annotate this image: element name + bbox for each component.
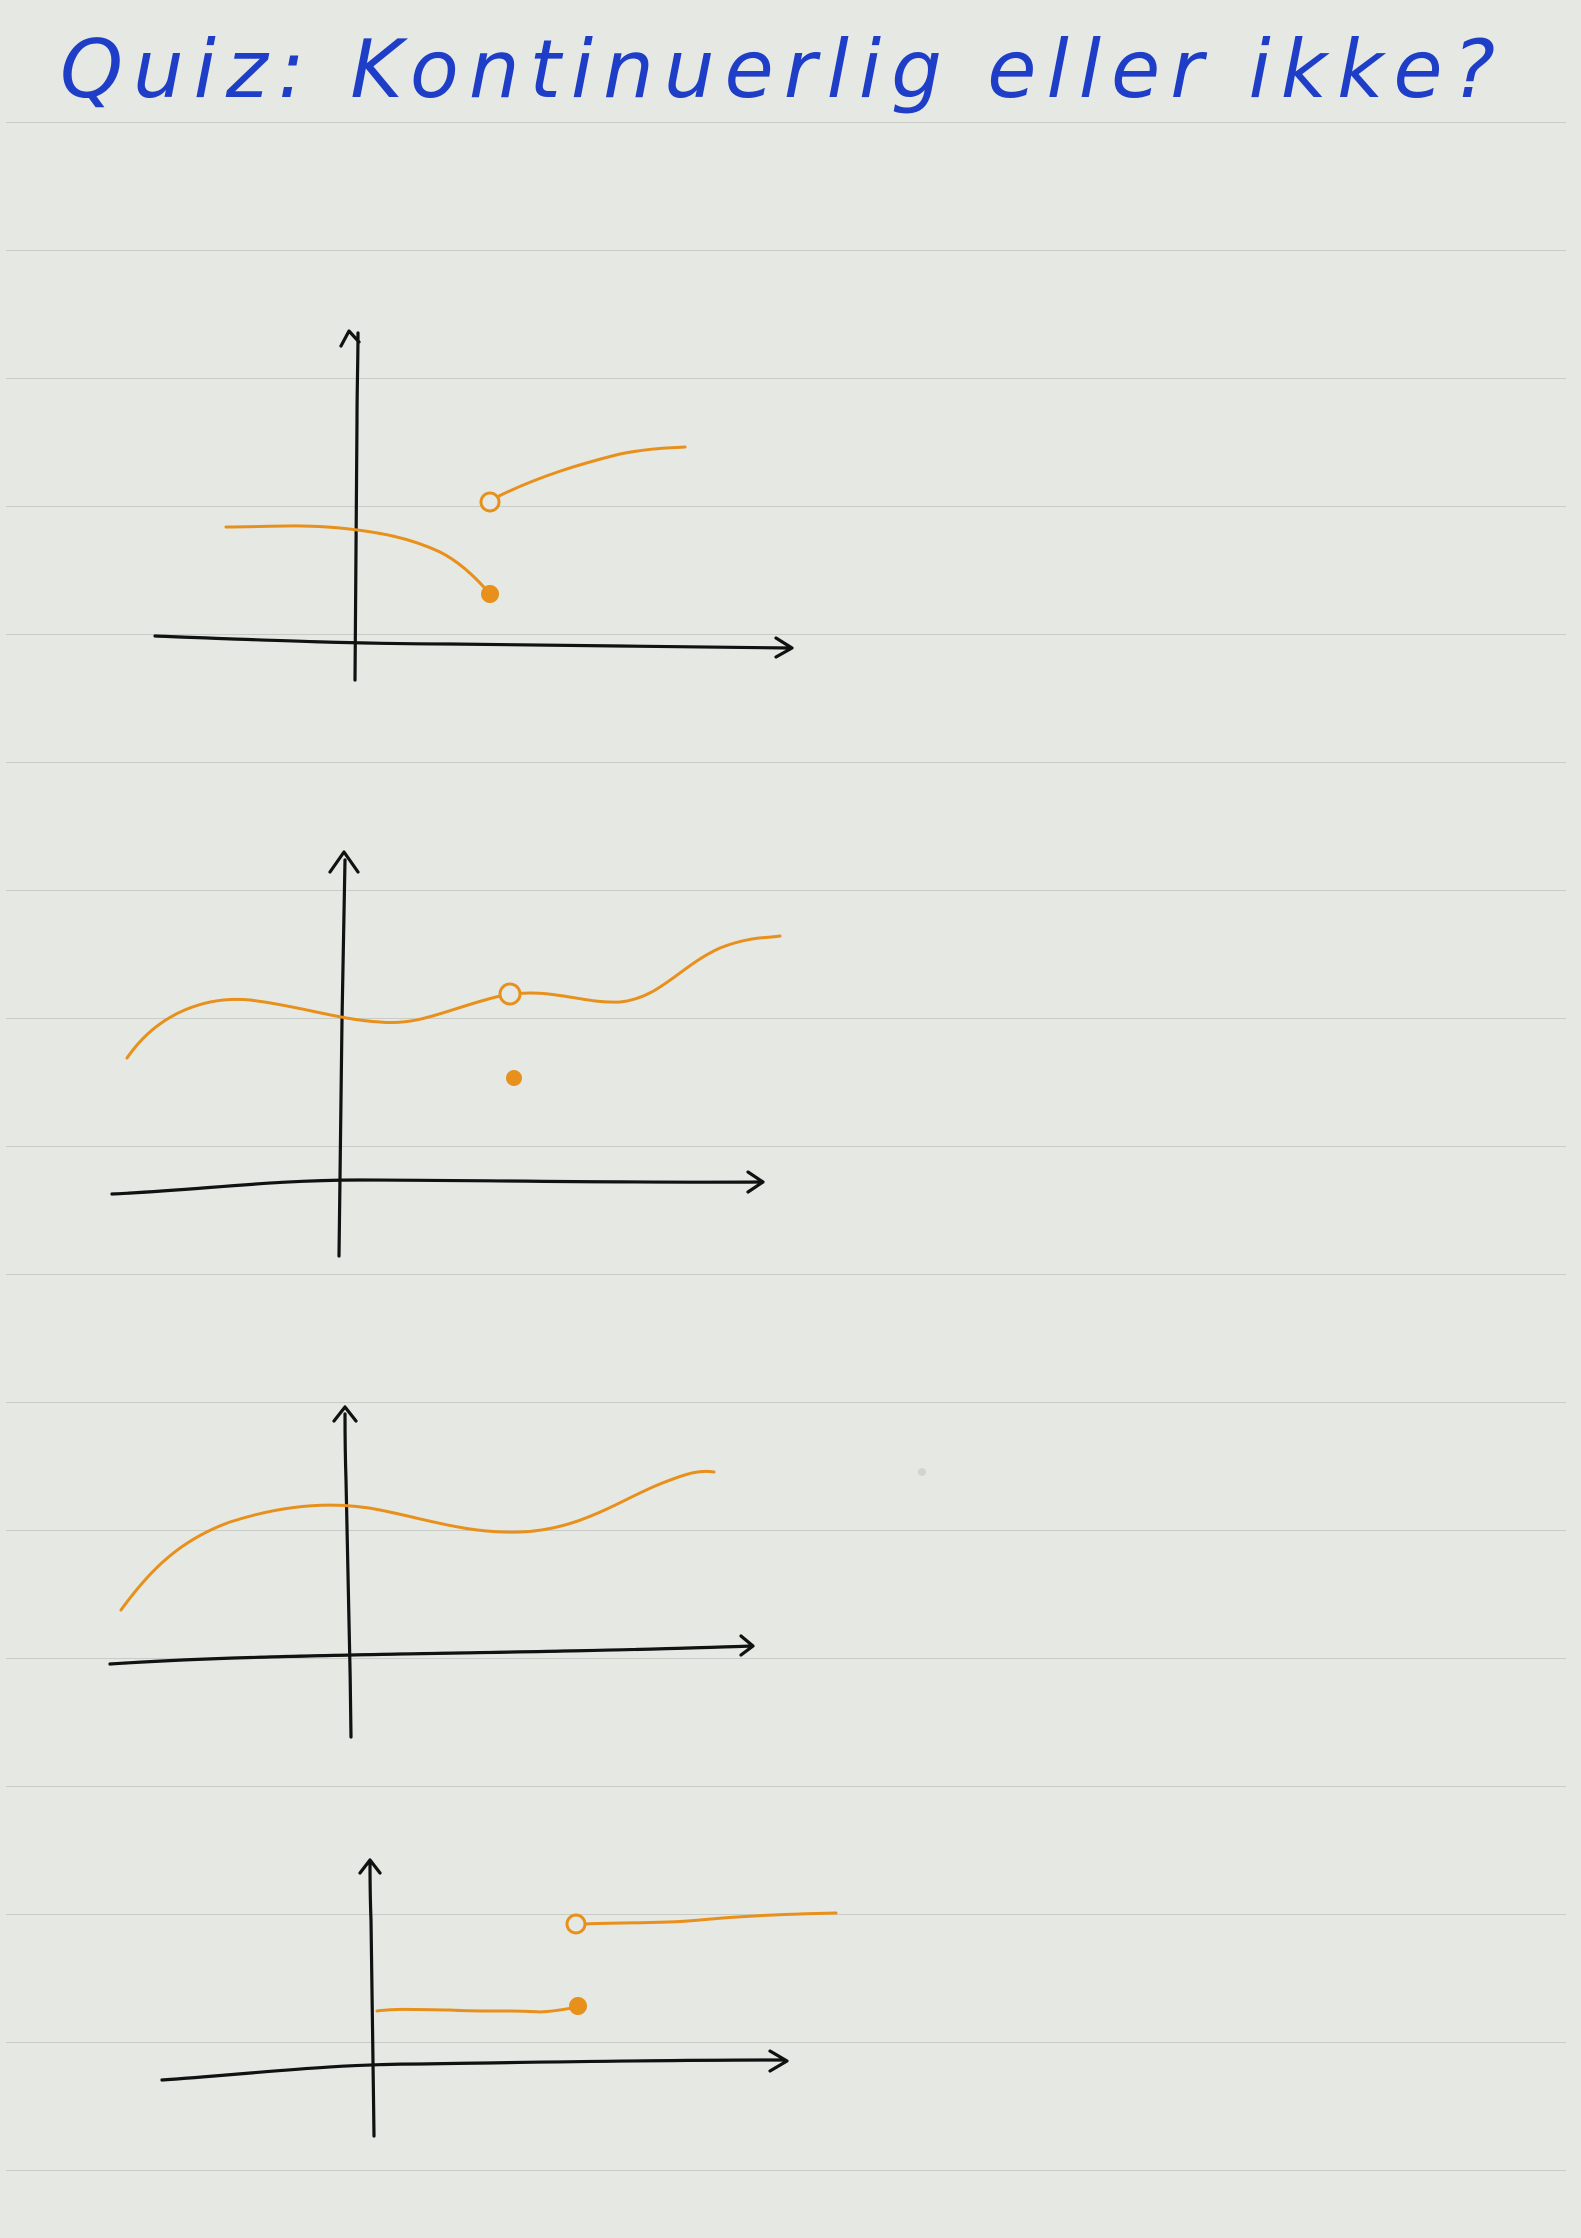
sketch-4 [150,1845,850,2145]
ruled-line [6,1786,1566,1787]
sketch-2-isolated-dot [507,1071,521,1085]
page-title: Quiz: Kontinuerlig eller ikke? [60,22,1505,118]
sketch-1-right-branch [499,447,685,496]
sketch-2 [100,830,800,1270]
sketch-4-upper-step [586,1913,836,1924]
sketch-1-x-axis [155,636,790,648]
sketch-4-filled-dot [570,1998,586,2014]
sketch-2-curve [127,936,780,1058]
sketch-4-open-dot [567,1915,585,1933]
ruled-line [6,762,1566,763]
ruled-line [6,250,1566,251]
sketch-3 [100,1390,780,1750]
sketch-1-filled-dot [482,586,498,602]
sketch-4-lower-step [377,2007,578,2012]
sketch-3-curve [121,1471,714,1610]
ruled-line [6,2170,1566,2171]
sketch-2-open-dot [500,984,520,1004]
sketch-1-y-axis [355,333,358,680]
sketch-1 [140,315,820,695]
paper-speck [918,1468,926,1476]
sketch-4-x-axis [162,2060,784,2080]
ruled-line [6,1274,1566,1275]
sketch-3-x-axis [110,1646,752,1664]
sketch-4-y-axis [370,1862,374,2136]
sketch-2-x-axis [112,1180,760,1194]
sketch-2-y-axis [339,860,345,1256]
sketch-1-y-arrowhead [341,331,359,346]
sketch-1-left-branch [226,526,490,594]
sketch-3-y-axis [345,1414,351,1737]
ruled-line [6,122,1566,123]
sketch-1-open-dot [481,493,499,511]
